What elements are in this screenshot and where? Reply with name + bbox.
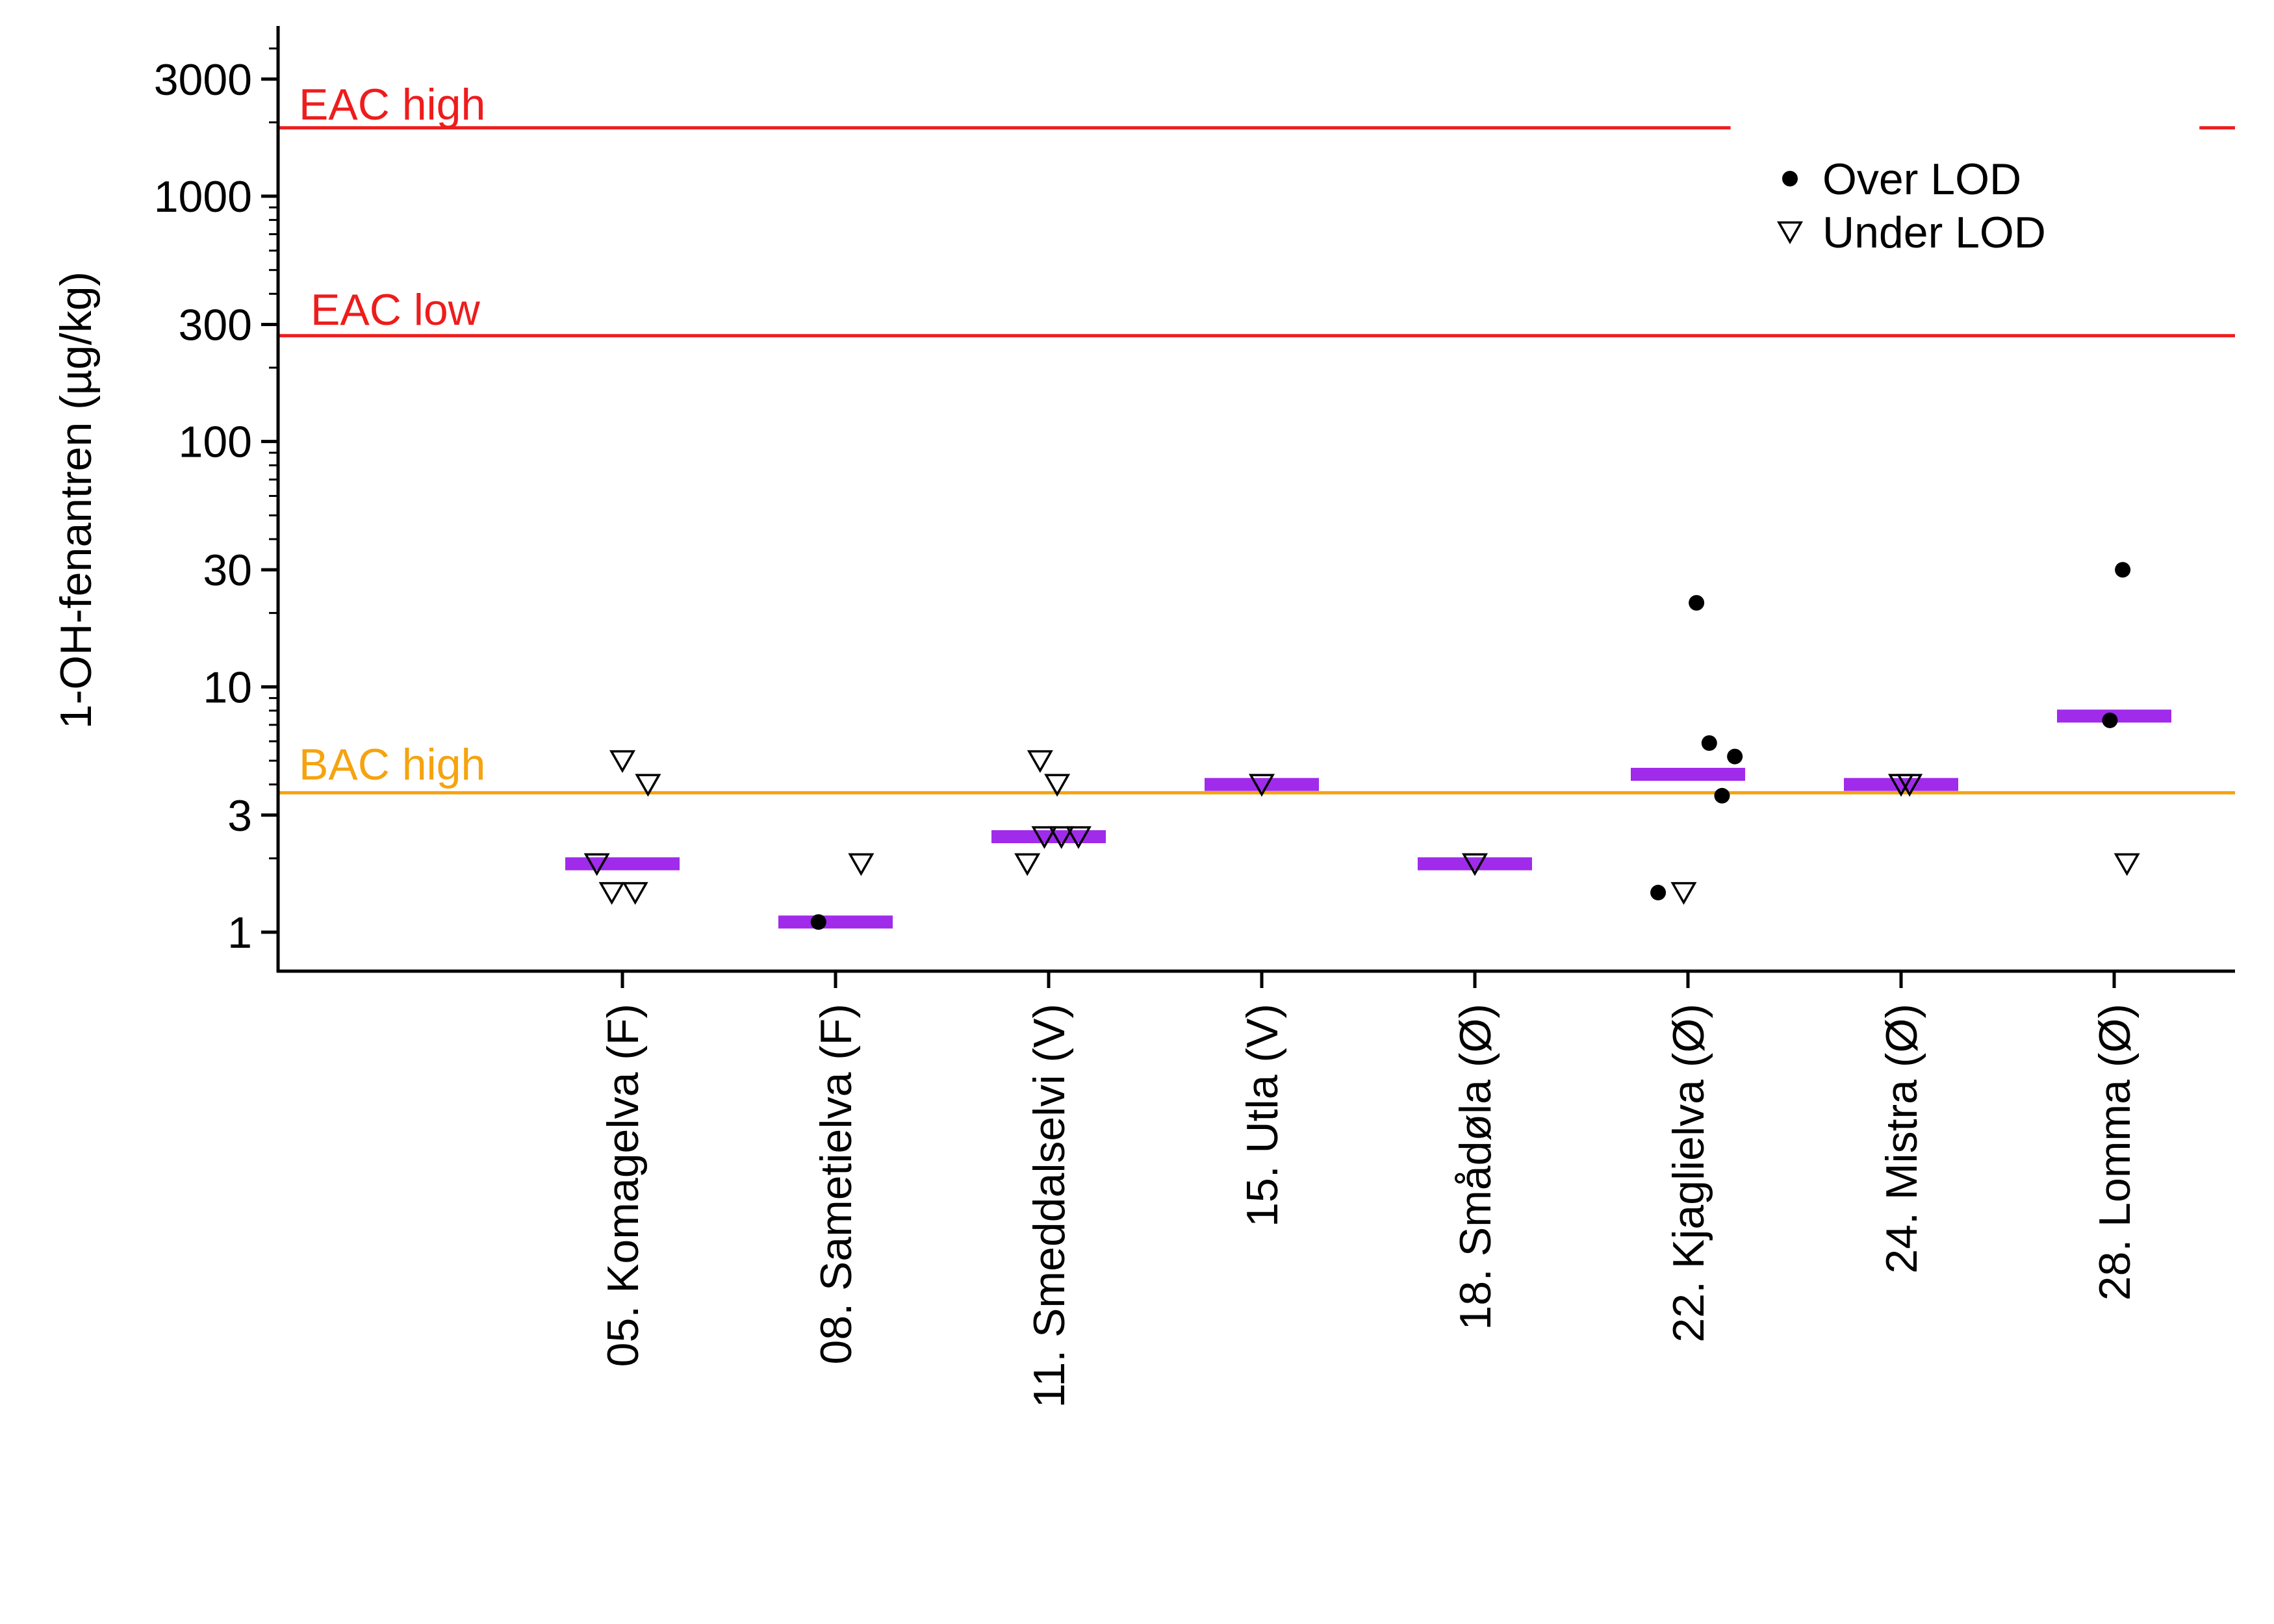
y-tick-label: 3 <box>227 791 252 841</box>
reference-line-label: EAC low <box>311 285 481 335</box>
legend-marker <box>1776 221 1804 244</box>
y-tick-label: 1 <box>227 908 252 958</box>
x-tick-label: 08. Sametielva (F) <box>811 1004 861 1365</box>
x-tick-label: 28. Lomma (Ø) <box>2090 1004 2140 1300</box>
point-under-lod <box>1014 853 1041 876</box>
point-under-lod <box>1065 826 1092 849</box>
legend-label: Under LOD <box>1822 208 2046 257</box>
point-under-lod <box>848 853 875 876</box>
point-under-lod <box>1027 750 1053 773</box>
y-axis-label: 1-OH-fenantren (µg/kg) <box>51 272 101 729</box>
point-over-lod <box>1714 787 1730 804</box>
point-under-lod <box>635 774 661 797</box>
reference-line-label: BAC high <box>299 740 485 789</box>
point-over-lod <box>1701 735 1717 751</box>
y-axis-ticks: 1 3 10 30 100 300 1000 3000 <box>154 47 278 958</box>
y-tick-label: 30 <box>203 546 252 595</box>
point-under-lod <box>1897 774 1923 797</box>
y-tick-label: 3000 <box>154 55 252 105</box>
point-under-lod <box>1044 774 1071 797</box>
median-bar <box>1631 767 1745 781</box>
x-tick-label: 18. Smådøla (Ø) <box>1451 1004 1500 1330</box>
x-tick-label: 05. Komagelva (F) <box>598 1004 648 1367</box>
median-bar <box>778 915 893 929</box>
point-under-lod <box>1670 882 1697 905</box>
point-under-lod <box>1048 826 1075 849</box>
point-under-lod <box>1461 853 1488 876</box>
point-under-lod <box>1031 826 1058 849</box>
y-tick-label: 300 <box>179 300 252 349</box>
point-over-lod <box>1650 885 1667 901</box>
point-under-lod <box>598 882 625 905</box>
point-over-lod <box>1727 748 1743 765</box>
point-under-lod <box>583 853 610 876</box>
x-tick-label: 11. Smeddalselvi (V) <box>1025 1004 1074 1408</box>
point-under-lod <box>622 882 648 905</box>
y-tick-label: 10 <box>203 663 252 712</box>
data-points <box>583 562 2140 930</box>
point-over-lod <box>2115 562 2131 578</box>
median-bar <box>991 830 1106 844</box>
median-bars <box>565 709 2171 929</box>
y-tick-label: 100 <box>179 418 252 467</box>
point-under-lod <box>1248 774 1275 797</box>
y-tick-label: 1000 <box>154 172 252 222</box>
median-bar <box>1418 857 1532 870</box>
legend-marker <box>1782 171 1798 186</box>
legend-label: Over LOD <box>1822 155 2021 204</box>
reference-line-label: EAC high <box>299 80 485 129</box>
median-bar <box>1205 778 1319 791</box>
x-axis-ticks: 05. Komagelva (F) 08. Sametielva (F) 11. S… <box>598 971 2140 1408</box>
x-tick-label: 22. Kjaglielva (Ø) <box>1664 1004 1713 1343</box>
point-over-lod <box>810 914 826 930</box>
median-bar <box>565 857 680 870</box>
point-over-lod <box>2102 712 2118 728</box>
x-tick-label: 24. Mistra (Ø) <box>1877 1004 1926 1274</box>
x-tick-label: 15. Utla (V) <box>1238 1004 1287 1227</box>
median-bar <box>1844 778 1958 791</box>
point-over-lod <box>1689 595 1705 611</box>
point-under-lod <box>609 750 636 773</box>
point-under-lod <box>2114 853 2140 876</box>
